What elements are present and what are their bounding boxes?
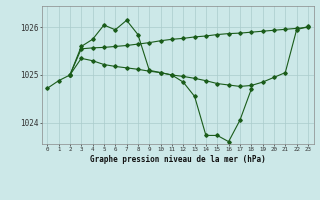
X-axis label: Graphe pression niveau de la mer (hPa): Graphe pression niveau de la mer (hPa) [90, 155, 266, 164]
